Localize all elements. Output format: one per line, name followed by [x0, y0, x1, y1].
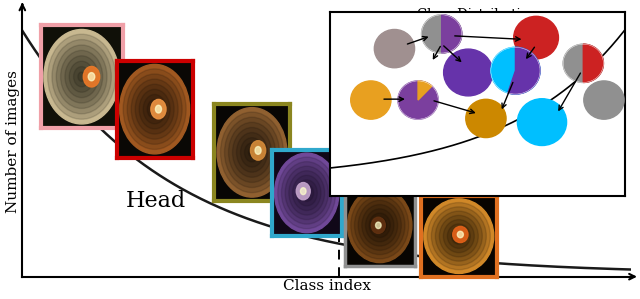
- Text: Tail: Tail: [369, 219, 405, 237]
- Text: Head: Head: [126, 190, 186, 212]
- Text: Class Distribution: Class Distribution: [417, 8, 537, 21]
- X-axis label: Class index: Class index: [282, 280, 371, 293]
- Y-axis label: Number of images: Number of images: [6, 70, 20, 213]
